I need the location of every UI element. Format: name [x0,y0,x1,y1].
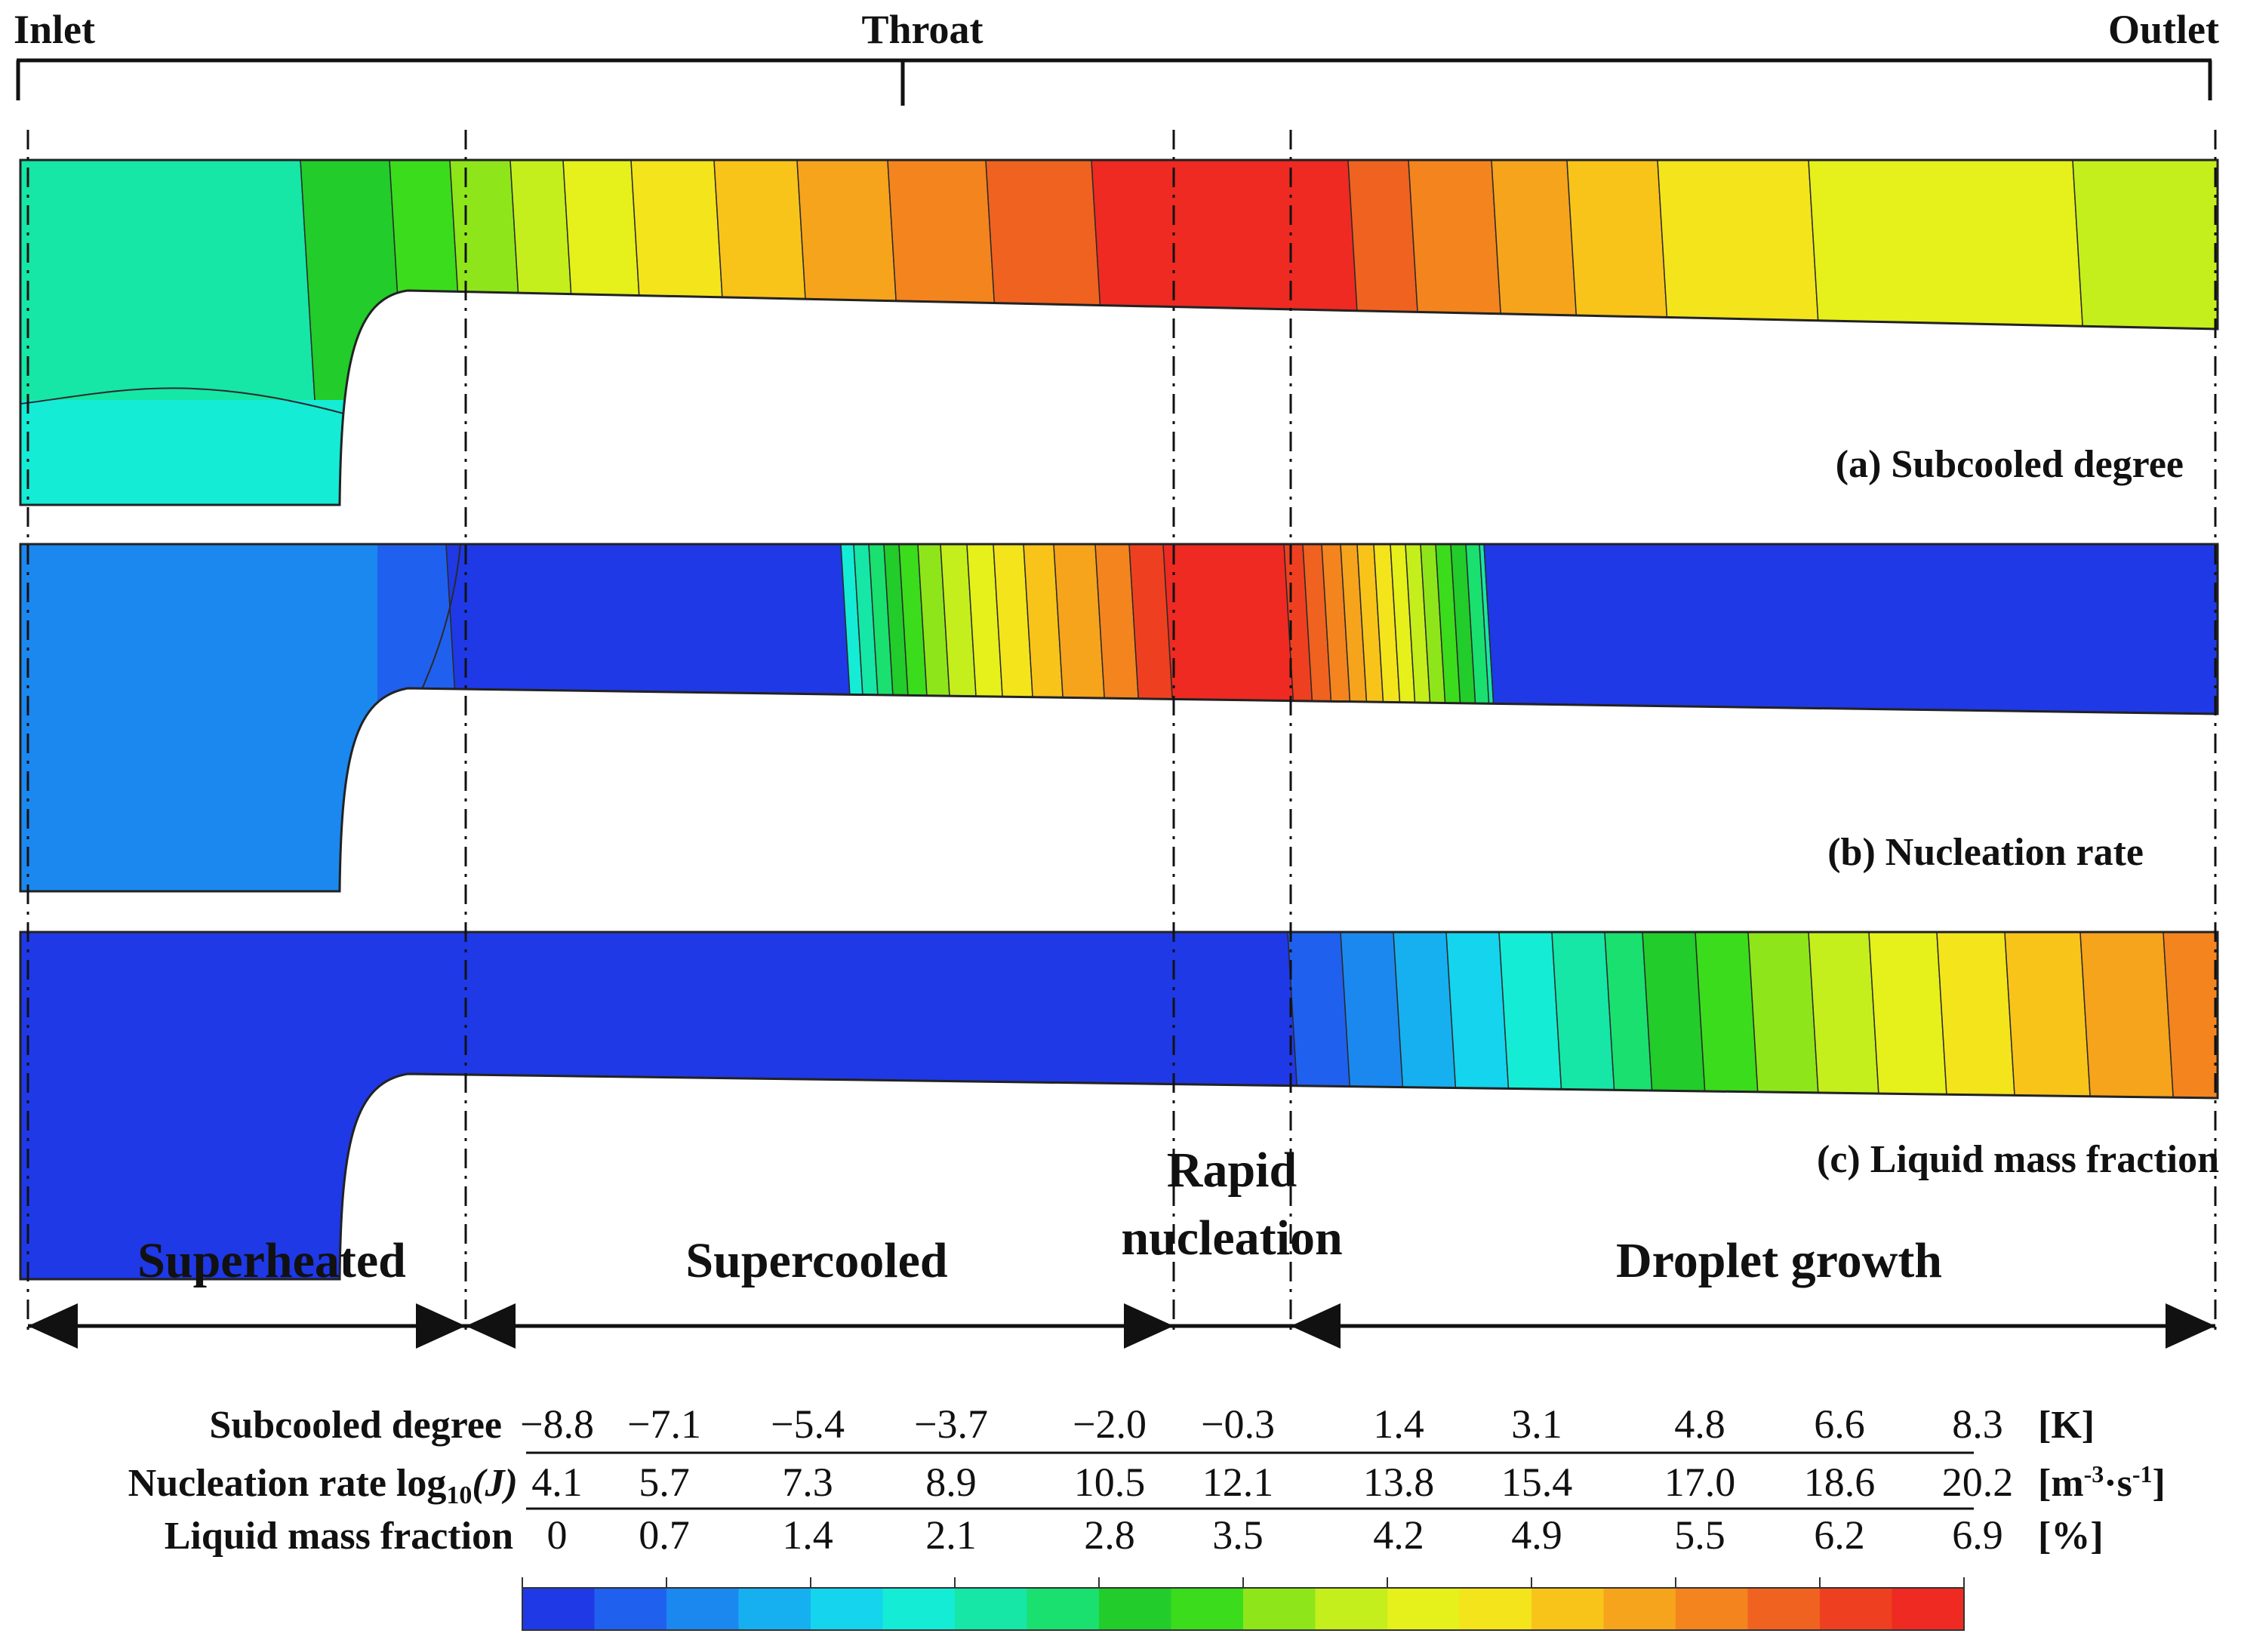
legend-value-nucleation: 7.3 [782,1460,833,1505]
colorbar-segment [1603,1588,1676,1630]
colorbar-segment [1027,1588,1100,1630]
legend-value-subcooled: −0.3 [1201,1401,1275,1447]
legend-value-subcooled: 8.3 [1952,1401,2003,1447]
legend-value-subcooled: 1.4 [1373,1401,1424,1447]
colorbar-segment [1459,1588,1532,1630]
legend-value-nucleation: 17.0 [1664,1460,1736,1505]
contour-band [1657,160,1830,505]
legend-row-subcooled-label: Subcooled degree [209,1404,502,1447]
legend-value-nucleation: 5.7 [639,1460,690,1505]
contour-band [1091,160,1370,505]
contour-line [20,387,356,417]
position-bracket [16,58,2212,106]
contour-band [20,400,355,505]
colorbar-segment [1171,1588,1244,1630]
colorbar-segment [738,1588,811,1630]
legend-value-liquid: 0 [547,1512,568,1558]
legend-value-subcooled: 4.8 [1674,1401,1725,1447]
outlet-label: Outlet [2108,7,2219,52]
colorbar [522,1577,1965,1631]
legend-row-nucleation-label: Nucleation rate log10(J) [128,1462,518,1509]
legend-value-liquid: 4.2 [1373,1512,1424,1558]
region-arrows [28,1303,2215,1349]
legend-value-nucleation: 18.6 [1804,1460,1876,1505]
legend-value-subcooled: −7.1 [627,1401,701,1447]
legend-value-nucleation: 13.8 [1363,1460,1435,1505]
colorbar-segment [955,1588,1028,1630]
contour-band [445,544,863,891]
region-droplet-growth: Droplet growth [1616,1233,1942,1288]
legend-value-liquid: 1.4 [782,1512,833,1558]
contour-band [985,160,1113,505]
legend-value-subcooled: −5.4 [771,1401,845,1447]
legend-value-liquid: 6.9 [1952,1512,2003,1558]
legend-value-subcooled: 3.1 [1511,1401,1562,1447]
legend-unit-nucleation: [m-3·s-1] [2038,1460,2166,1505]
contour-band [1162,544,1306,891]
region-dividers [26,130,2217,1336]
legend-value-liquid: 5.5 [1674,1512,1725,1558]
panel-c-caption: (c) Liquid mass fraction [1817,1138,2219,1181]
legend-value-nucleation: 10.5 [1074,1460,1146,1505]
legend-value-liquid: 0.7 [639,1512,690,1558]
panel-a-caption: (a) Subcooled degree [1836,443,2184,486]
legend-unit-percent: [%] [2038,1515,2104,1558]
colorbar-segment [1820,1588,1893,1630]
legend-value-nucleation: 20.2 [1942,1460,2014,1505]
legend-value-liquid: 6.2 [1814,1512,1865,1558]
legend-value-subcooled: −2.0 [1073,1401,1147,1447]
colorbar-segment [666,1588,740,1630]
legend-table: Subcooled degree Nucleation rate log10(J… [128,1401,2166,1631]
colorbar-segment [522,1588,596,1630]
region-supercooled: Supercooled [685,1233,947,1288]
colorbar-segment [1243,1588,1316,1630]
legend-unit-kelvin: [K] [2038,1404,2095,1447]
region-rapid-line2: nucleation [1121,1211,1342,1266]
colorbar-segment [1747,1588,1821,1630]
legend-value-liquid: 3.5 [1212,1512,1264,1558]
throat-label: Throat [861,7,983,52]
colorbar-segment [1676,1588,1749,1630]
colorbar-segment [811,1588,884,1630]
legend-value-subcooled: 6.6 [1814,1401,1865,1447]
contour-band [2163,932,2218,1279]
legend-value-subcooled: −8.8 [520,1401,594,1447]
colorbar-segment [1892,1588,1965,1630]
legend-value-nucleation: 15.4 [1501,1460,1573,1505]
colorbar-segment [1531,1588,1605,1630]
colorbar-segment [1099,1588,1172,1630]
contour-band [20,932,1310,1279]
legend-value-liquid: 2.1 [925,1512,977,1558]
legend-value-liquid: 4.9 [1511,1512,1562,1558]
inlet-label: Inlet [14,7,95,52]
legend-value-nucleation: 4.1 [531,1460,583,1505]
contour-band [20,544,377,891]
region-rapid-line1: Rapid [1167,1143,1297,1198]
legend-row-liquid-label: Liquid mass fraction [165,1515,513,1558]
legend-value-subcooled: −3.7 [914,1401,988,1447]
legend-value-nucleation: 8.9 [925,1460,977,1505]
legend-value-nucleation: 12.1 [1202,1460,1274,1505]
colorbar-segment [1315,1588,1388,1630]
region-superheated: Superheated [137,1233,406,1288]
panel-b-caption: (b) Nucleation rate [1827,831,2144,874]
legend-value-liquid: 2.8 [1084,1512,1135,1558]
colorbar-segment [1387,1588,1461,1630]
colorbar-segment [882,1588,956,1630]
colorbar-segment [594,1588,667,1630]
